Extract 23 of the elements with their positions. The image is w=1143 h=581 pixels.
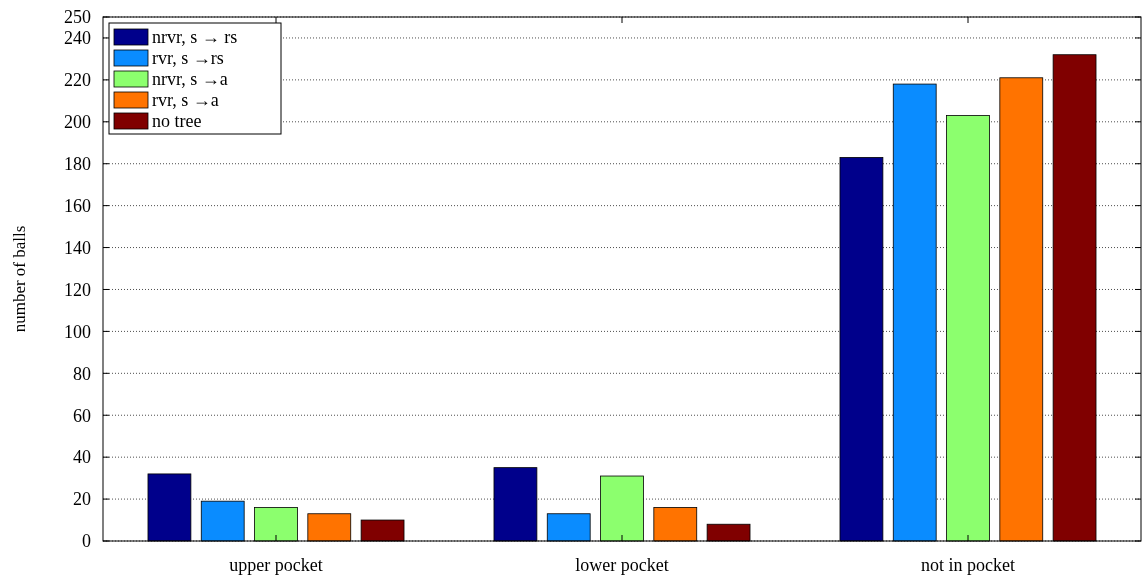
y-tick-label: 120 bbox=[64, 279, 91, 300]
y-tick-label: 240 bbox=[64, 28, 91, 49]
legend-label: rvr, s →rs bbox=[152, 48, 224, 69]
y-tick-label: 200 bbox=[64, 112, 91, 133]
y-tick-label: 160 bbox=[64, 195, 91, 216]
y-tick-label: 100 bbox=[64, 321, 91, 342]
y-tick-label: 180 bbox=[64, 154, 91, 175]
y-tick-label: 220 bbox=[64, 70, 91, 91]
y-tick-label: 0 bbox=[82, 531, 91, 552]
y-tick-label: 20 bbox=[73, 489, 91, 510]
y-tick-label: 40 bbox=[73, 447, 91, 468]
legend-label: nrvr, s →a bbox=[152, 69, 228, 90]
legend-label: no tree bbox=[152, 111, 202, 132]
y-tick-label: 60 bbox=[73, 405, 91, 426]
legend-label: rvr, s →a bbox=[152, 90, 219, 111]
x-tick-label: upper pocket bbox=[229, 555, 323, 575]
y-axis-title: number of balls bbox=[10, 225, 29, 333]
y-tick-label: 250 bbox=[64, 7, 91, 28]
x-tick-label: lower pocket bbox=[575, 555, 669, 575]
y-tick-label: 140 bbox=[64, 237, 91, 258]
x-tick-label: not in pocket bbox=[921, 555, 1015, 575]
y-tick-label: 80 bbox=[73, 363, 91, 384]
legend-label: nrvr, s → rs bbox=[152, 27, 238, 48]
